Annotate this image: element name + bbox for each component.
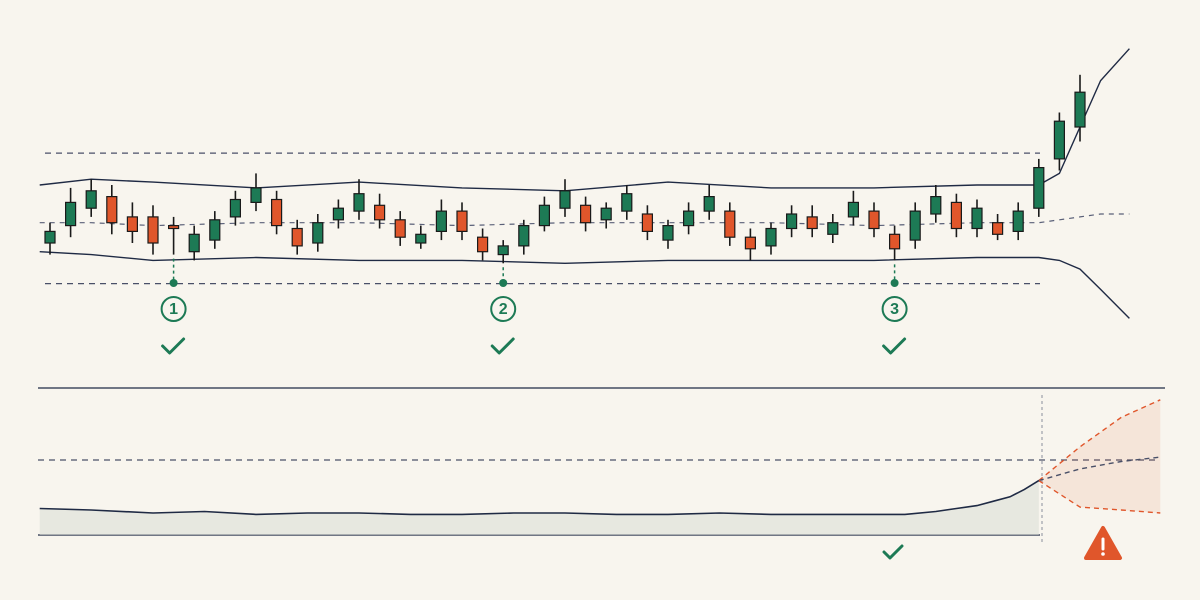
candle-body bbox=[44, 230, 56, 244]
candle-body bbox=[888, 233, 901, 250]
candle-body bbox=[353, 193, 365, 212]
check-icon bbox=[161, 337, 186, 355]
candle-body bbox=[744, 236, 757, 250]
candle-body bbox=[662, 225, 674, 241]
check-icon bbox=[490, 337, 515, 355]
candle-body bbox=[847, 201, 860, 218]
candle-body bbox=[188, 233, 200, 253]
candle-body bbox=[641, 213, 654, 232]
candle-body bbox=[724, 210, 736, 238]
candle-body bbox=[827, 222, 839, 235]
candle-body bbox=[332, 207, 344, 221]
marker-dot bbox=[169, 279, 178, 287]
candle-body bbox=[85, 190, 97, 209]
candle-body bbox=[579, 204, 592, 224]
candle-body bbox=[229, 198, 241, 218]
candle-body bbox=[806, 216, 818, 230]
marker-label: 2 bbox=[499, 301, 508, 318]
candle-body bbox=[909, 210, 921, 241]
candle-body bbox=[765, 227, 777, 247]
candle-body bbox=[1033, 167, 1045, 209]
candle-body bbox=[271, 198, 283, 227]
lower-band bbox=[39, 251, 1130, 319]
candle-body bbox=[559, 190, 571, 209]
candle-body bbox=[518, 225, 530, 247]
projection-lower bbox=[1038, 480, 1161, 514]
marker-badge bbox=[160, 296, 187, 322]
candle-body bbox=[930, 196, 942, 215]
projection-fan bbox=[1038, 399, 1161, 513]
candle-body bbox=[621, 193, 633, 212]
projection-middle bbox=[1038, 456, 1161, 482]
marker-label: 1 bbox=[169, 301, 178, 318]
candle-body bbox=[374, 204, 386, 221]
candle-body bbox=[868, 210, 880, 230]
candle-body bbox=[477, 236, 489, 253]
area-fill bbox=[39, 480, 1039, 535]
check-icon bbox=[882, 337, 907, 355]
marker-label: 3 bbox=[890, 301, 899, 318]
candle-body bbox=[312, 222, 324, 244]
candle-body bbox=[703, 196, 715, 212]
candle-body bbox=[64, 201, 77, 227]
candle-body bbox=[785, 213, 798, 230]
middle-band bbox=[39, 213, 1130, 227]
candle-body bbox=[147, 216, 159, 244]
candle-body bbox=[1012, 210, 1024, 233]
candle-body bbox=[600, 207, 612, 221]
candle-body bbox=[538, 204, 551, 227]
candle-body bbox=[415, 233, 427, 244]
candle-body bbox=[971, 207, 983, 230]
marker-badge bbox=[881, 296, 908, 322]
candle-body bbox=[106, 196, 118, 224]
candle-body bbox=[250, 187, 262, 203]
candle-body bbox=[126, 216, 139, 232]
candle-body bbox=[456, 210, 468, 233]
candle-body bbox=[950, 201, 963, 230]
marker-dot bbox=[890, 279, 899, 287]
candle-body bbox=[991, 222, 1004, 235]
warning-dot bbox=[1101, 552, 1105, 556]
candle-body bbox=[435, 210, 447, 233]
warning-icon bbox=[1084, 526, 1122, 560]
candle-body bbox=[394, 219, 406, 238]
upper-band bbox=[39, 48, 1130, 192]
candle-body bbox=[168, 225, 180, 230]
candle-body bbox=[1053, 120, 1066, 160]
candle-body bbox=[291, 227, 303, 247]
candle-body bbox=[1074, 91, 1086, 128]
marker-badge bbox=[490, 296, 517, 322]
candle-body bbox=[497, 245, 509, 256]
line bbox=[39, 479, 1040, 516]
candle-body bbox=[209, 219, 221, 241]
check-icon bbox=[882, 544, 904, 560]
marker-dot bbox=[499, 279, 508, 287]
candle-body bbox=[682, 210, 695, 227]
